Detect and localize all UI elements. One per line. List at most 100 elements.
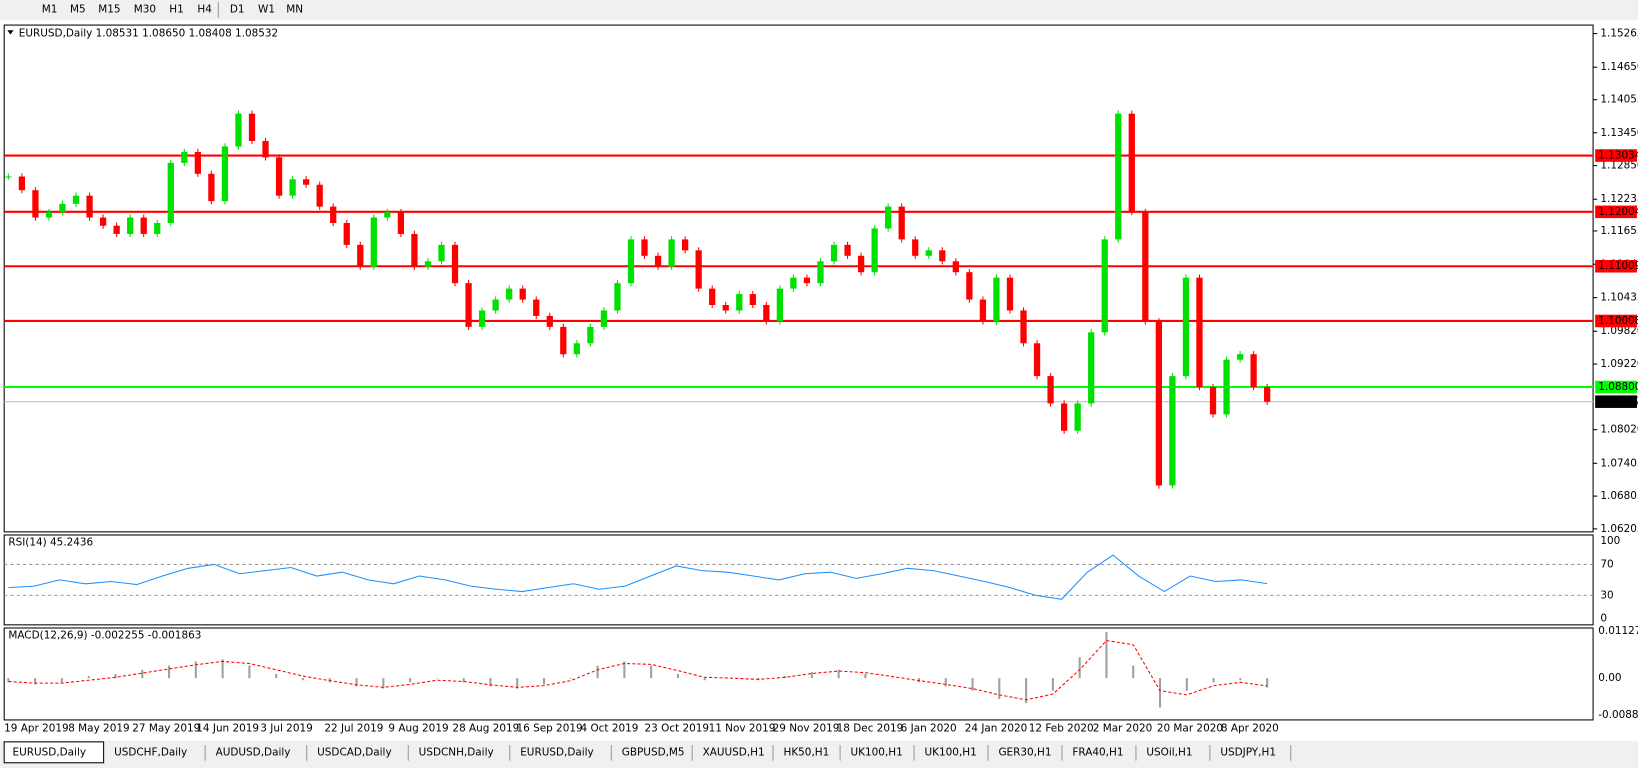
candle (478, 310, 486, 327)
candle (614, 283, 621, 311)
tab[interactable] (511, 743, 612, 762)
macd-bar (409, 678, 412, 683)
macd-bar (864, 673, 867, 679)
x-tick-label: 14 Jun 2019 (196, 722, 259, 734)
candle (763, 305, 770, 322)
macd-bar (1105, 632, 1108, 679)
candle (208, 173, 215, 202)
tab-label[interactable]: EURUSD,Daily (13, 746, 87, 758)
tab[interactable] (207, 743, 307, 762)
candle (275, 157, 283, 196)
candle (140, 217, 147, 234)
tab-label[interactable]: GER30,H1 (998, 746, 1051, 758)
macd-bar (1078, 657, 1081, 679)
candle (1196, 277, 1203, 388)
tab-label[interactable]: UK100,H1 (925, 746, 977, 758)
candle (72, 195, 80, 204)
tab[interactable] (1064, 743, 1136, 762)
macd-bar (34, 678, 37, 685)
tab-label[interactable]: USDCAD,Daily (317, 746, 391, 758)
tab-label[interactable]: USOil,H1 (1146, 746, 1192, 758)
macd-bar (1051, 678, 1054, 691)
timeframe-button[interactable]: H4 (197, 3, 212, 15)
macd-bar (944, 678, 947, 687)
tab[interactable] (694, 743, 774, 762)
candle (465, 283, 472, 327)
level-tag (1595, 259, 1637, 273)
tab-label[interactable]: EURUSD,Daily (520, 746, 594, 758)
macd-bar (87, 676, 90, 679)
candle (181, 151, 188, 163)
tab[interactable] (613, 743, 693, 762)
rsi-tick-label: 0 (1600, 613, 1607, 625)
candle (506, 288, 513, 300)
tab-label[interactable]: USDJPY,H1 (1220, 746, 1276, 758)
timeframe-button[interactable]: M5 (70, 3, 86, 15)
timeframe-button[interactable]: H1 (169, 3, 183, 15)
macd-tick-label: 0.011277 (1598, 625, 1638, 637)
tab[interactable] (308, 743, 409, 762)
x-tick-label: 12 Feb 2020 (1029, 722, 1094, 734)
candle (898, 206, 905, 240)
tab[interactable] (3, 741, 105, 764)
x-tick-label: 18 Dec 2019 (837, 722, 904, 734)
y-tick-label: 1.06205 (1600, 523, 1638, 535)
macd-bar (971, 678, 974, 691)
candle (695, 250, 702, 289)
tab[interactable] (842, 743, 915, 762)
candle (438, 244, 445, 262)
macd-bar (837, 669, 840, 679)
tab[interactable] (916, 743, 989, 762)
macd-bar (1266, 678, 1269, 688)
y-tick-label: 1.14055 (1600, 94, 1638, 106)
macd-bar (60, 678, 63, 683)
timeframe-button[interactable]: MN (286, 3, 303, 15)
macd-signal (8, 639, 1268, 701)
candle (1209, 387, 1217, 415)
tab[interactable] (105, 743, 206, 762)
x-tick-label: 11 Nov 2019 (709, 722, 776, 734)
timeframe-button[interactable]: M30 (134, 3, 156, 15)
candle (668, 239, 675, 267)
tab[interactable] (990, 743, 1062, 762)
y-tick-label: 1.12850 (1600, 160, 1638, 172)
candle (925, 250, 932, 256)
tab-label[interactable]: GBPUSD,M5 (622, 746, 685, 758)
tab-label[interactable]: AUDUSD,Daily (216, 746, 291, 758)
macd-bar (382, 678, 385, 689)
candle (952, 261, 959, 273)
candle (709, 288, 716, 306)
tab[interactable] (410, 743, 510, 762)
tab-label[interactable]: USDCHF,Daily (114, 746, 187, 758)
tab-label[interactable]: FRA40,H1 (1072, 746, 1123, 758)
rsi-tick-label: 70 (1600, 558, 1613, 570)
timeframe-button[interactable]: M15 (98, 3, 120, 15)
macd-bar (676, 673, 679, 679)
tab-label[interactable]: HK50,H1 (783, 746, 829, 758)
tab-label[interactable]: USDCNH,Daily (419, 746, 494, 758)
level-tag (1595, 149, 1637, 162)
tab-label[interactable]: UK100,H1 (851, 746, 903, 758)
tab[interactable] (1138, 743, 1210, 762)
timeframe-button[interactable]: W1 (258, 3, 275, 15)
y-tick-label: 1.07405 (1600, 457, 1638, 469)
rsi-panel (3, 534, 1594, 626)
candle (289, 179, 296, 196)
tab[interactable] (1211, 743, 1291, 762)
timeframe-button[interactable]: D1 (230, 3, 245, 15)
macd-bar (998, 678, 1001, 700)
candle (817, 261, 824, 284)
x-tick-label: 19 Apr 2019 (4, 722, 69, 734)
macd-bar (891, 678, 894, 679)
candle (1047, 376, 1054, 404)
macd-bar (221, 659, 224, 679)
tab-label[interactable]: XAUUSD,H1 (703, 746, 765, 758)
macd-panel (3, 627, 1594, 721)
timeframe-button[interactable]: M1 (42, 3, 58, 15)
tab[interactable] (775, 743, 841, 762)
y-tick-label: 1.10435 (1600, 292, 1638, 304)
candle (5, 176, 12, 178)
y-tick-label: 1.12235 (1600, 193, 1638, 205)
rsi-line (8, 554, 1268, 600)
candle (1155, 321, 1163, 486)
